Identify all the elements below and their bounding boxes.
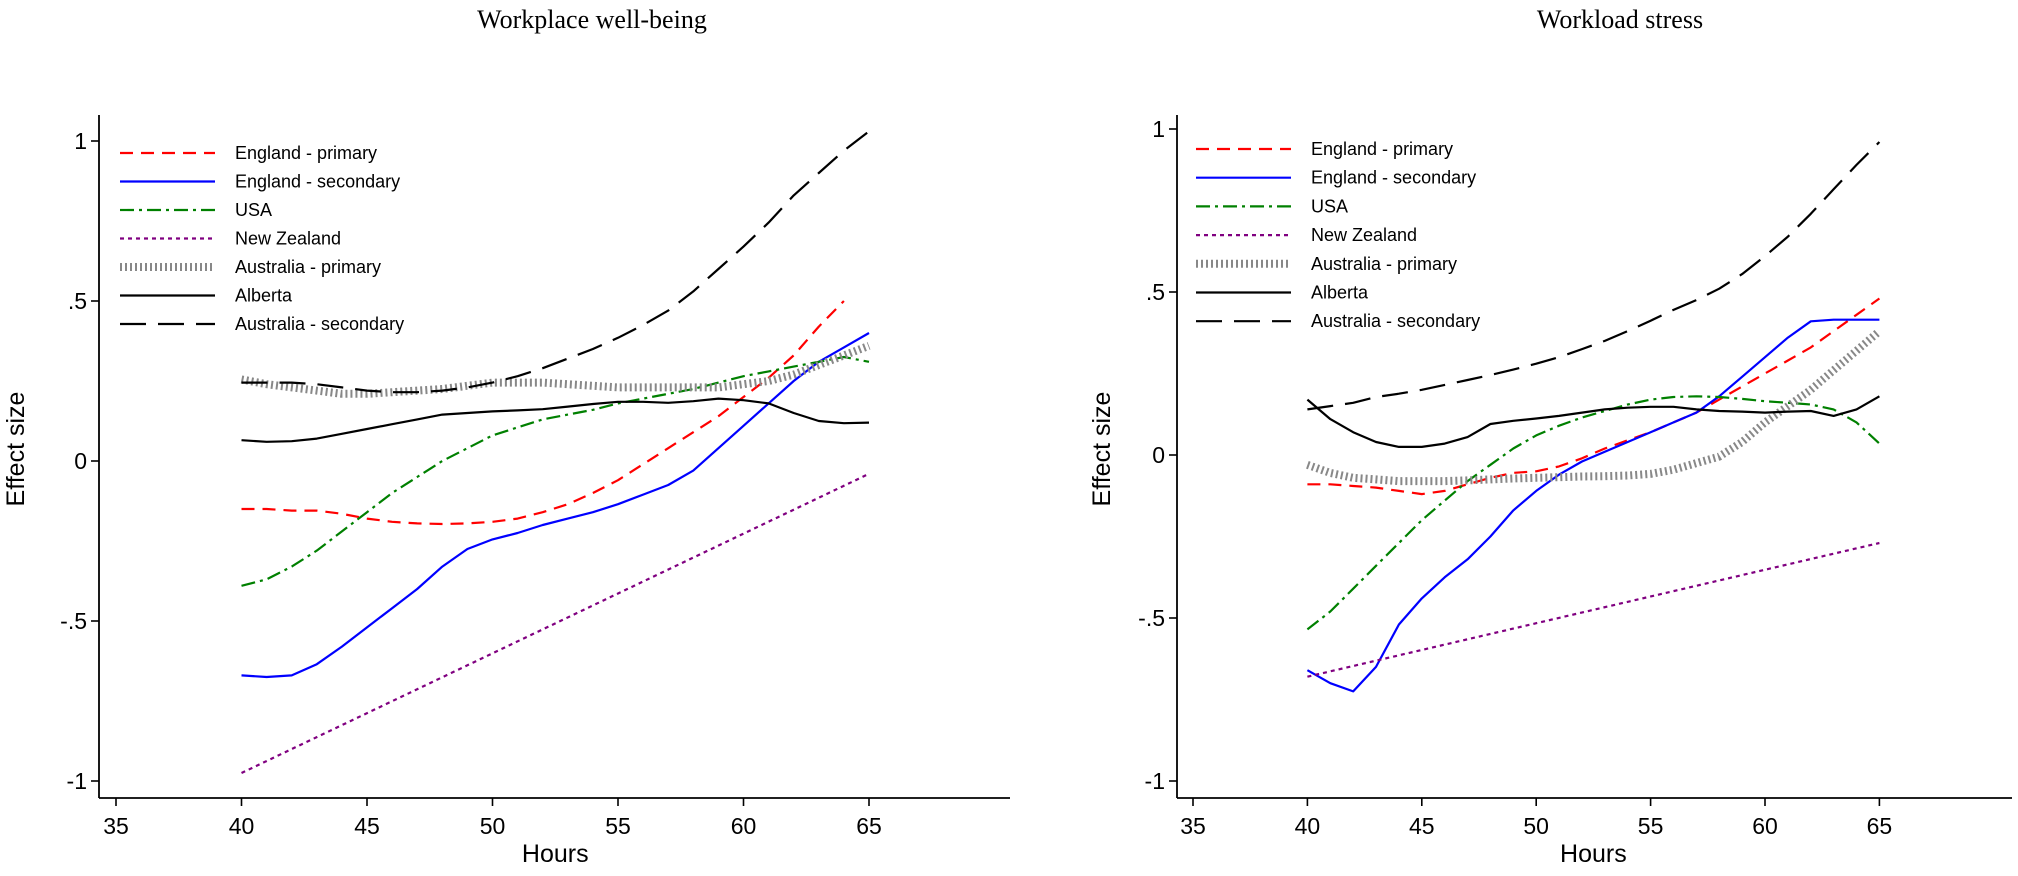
x-tick-label: 35 (1180, 813, 1206, 839)
y-tick-label: -1 (1145, 768, 1165, 794)
chart-title: Workplace well-being (477, 5, 707, 34)
y-tick-label: -.5 (60, 608, 87, 634)
y-tick-label: -1 (67, 768, 87, 794)
legend-label: USA (1311, 196, 1348, 216)
legend-label: Australia - primary (1311, 254, 1457, 274)
legend-label: England - secondary (235, 172, 400, 192)
legend-label: England - primary (235, 143, 377, 163)
series-line-england-secondary (241, 332, 870, 679)
legend-label: Australia - secondary (1311, 311, 1480, 331)
series-line-england-secondary (1306, 318, 1880, 693)
y-tick-label: 0 (74, 448, 87, 474)
x-tick-label: 40 (1295, 813, 1321, 839)
x-tick-label: 55 (605, 813, 631, 839)
legend-label: England - primary (1311, 139, 1453, 159)
legend-label: Australia - primary (235, 257, 381, 277)
x-axis-label: Hours (522, 840, 589, 868)
series-line-usa (241, 355, 870, 587)
x-tick-label: 50 (480, 813, 506, 839)
chart-title: Workload stress (1537, 5, 1703, 34)
legend-label: New Zealand (235, 229, 341, 249)
series-line-usa (1306, 395, 1881, 631)
x-tick-label: 40 (229, 813, 255, 839)
x-tick-label: 65 (1867, 813, 1893, 839)
legend: England - primary England - secondary USA N… (120, 143, 404, 334)
x-axis-label: Hours (1560, 840, 1627, 868)
legend: England - primary England - secondary USA N… (1196, 139, 1480, 331)
legend-label: New Zealand (1311, 225, 1417, 245)
x-tick-label: 45 (354, 813, 380, 839)
y-tick-label: .5 (68, 288, 87, 314)
legend-label: Alberta (1311, 283, 1369, 303)
series-line-alberta (1306, 395, 1880, 448)
y-axis-label: Effect size (2, 392, 30, 507)
series-line-england-primary (241, 300, 845, 526)
legend-label: England - secondary (1311, 168, 1476, 188)
series-line-alberta (241, 397, 870, 443)
panel-workplace-well-being: Workplace well-being 35 40 45 50 55 60 65 1 .5 0 -… (2, 5, 1010, 868)
y-tick-label: .5 (1146, 279, 1165, 305)
series-line-australia-primary (240, 342, 871, 398)
x-tick-label: 65 (856, 813, 882, 839)
x-tick-label: 45 (1409, 813, 1435, 839)
series-line-england-primary (1307, 297, 1881, 496)
legend-label: Alberta (235, 286, 293, 306)
y-tick-label: 0 (1152, 442, 1165, 468)
x-tick-label: 50 (1523, 813, 1549, 839)
x-tick-label: 35 (103, 813, 129, 839)
y-tick-label: -.5 (1138, 605, 1165, 631)
legend-label: USA (235, 200, 272, 220)
series-line-australia-secondary (241, 130, 870, 394)
legend-label: Australia - secondary (235, 314, 404, 334)
panel-workload-stress: Workload stress 35 40 45 50 55 60 65 1 .5 0 -.5 -1 H… (1088, 5, 2012, 868)
series-line-australia-primary (1306, 328, 1883, 486)
y-tick-label: 1 (74, 128, 87, 154)
x-tick-label: 55 (1638, 813, 1664, 839)
series-line-new-zealand (1307, 541, 1880, 678)
series-line-new-zealand (241, 472, 870, 774)
x-tick-label: 60 (731, 813, 757, 839)
x-tick-label: 60 (1752, 813, 1778, 839)
y-tick-label: 1 (1152, 116, 1165, 142)
y-axis-label: Effect size (1088, 392, 1116, 507)
series-line-australia-secondary (1307, 141, 1881, 411)
